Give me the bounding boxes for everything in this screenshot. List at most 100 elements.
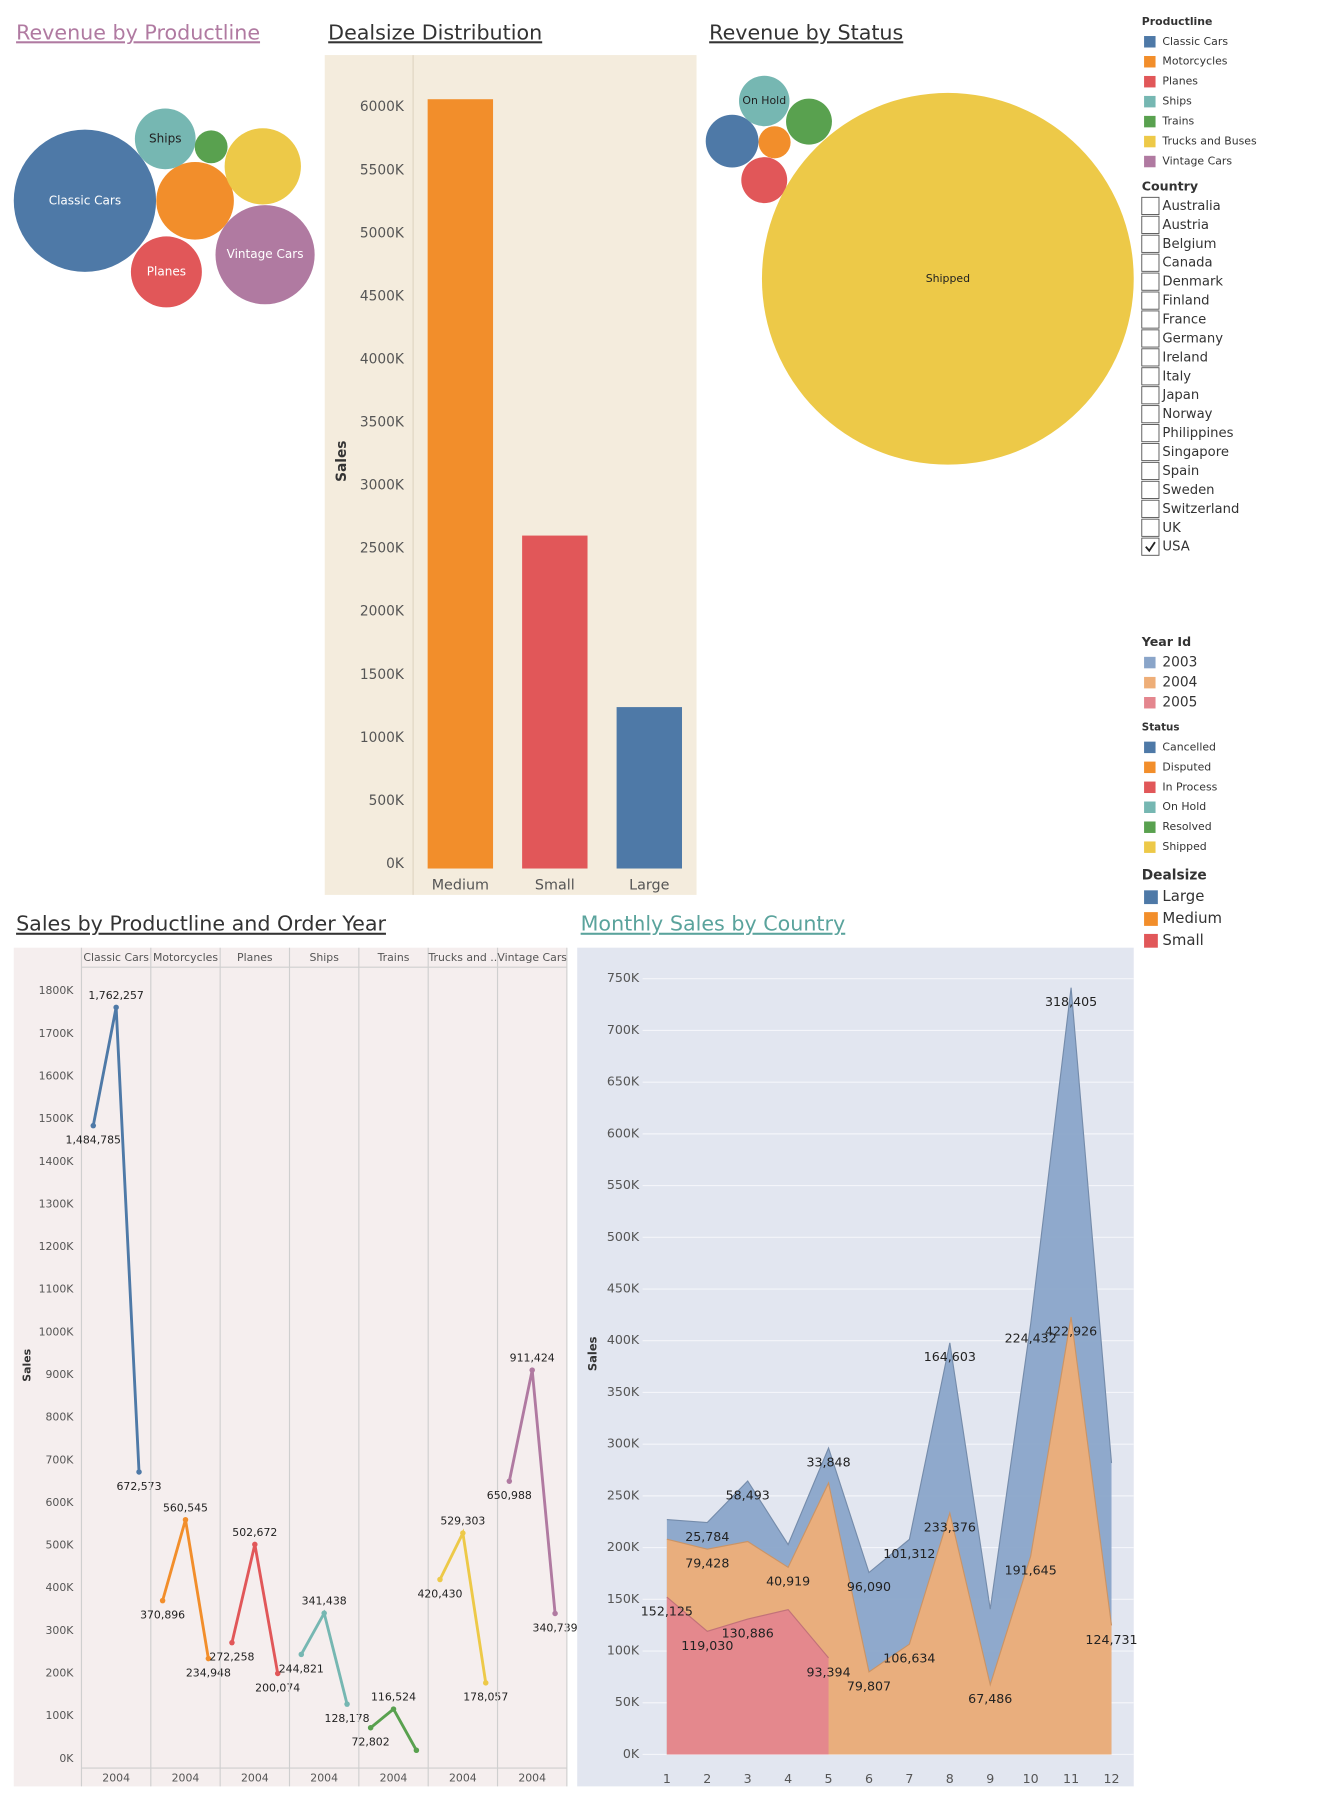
filter-label[interactable]: Ireland — [1162, 350, 1208, 365]
filter-checkbox[interactable] — [1141, 272, 1160, 291]
x-tick-label: 12 — [1103, 1771, 1119, 1786]
legend-swatch — [1144, 841, 1156, 853]
x-tick-label: 2004 — [449, 1771, 477, 1784]
filter-checkbox[interactable] — [1141, 518, 1160, 537]
filter-label[interactable]: USA — [1162, 540, 1189, 555]
filter-checkbox[interactable] — [1141, 234, 1160, 253]
data-label: 911,424 — [510, 1352, 555, 1365]
filter-checkbox[interactable] — [1141, 196, 1160, 216]
y-tick-label: 700K — [46, 1453, 75, 1466]
y-tick-label: 200K — [607, 1539, 640, 1554]
y-tick-label: 1500K — [360, 667, 405, 683]
filter-checkbox[interactable] — [1141, 405, 1160, 424]
filter-label[interactable]: Canada — [1162, 256, 1212, 271]
filter-label[interactable]: Italy — [1162, 369, 1191, 384]
filter-checkbox[interactable] — [1141, 424, 1160, 443]
legend-label: Disputed — [1162, 760, 1211, 773]
x-tick-label: Small — [535, 878, 575, 894]
y-tick-label: 400K — [607, 1332, 640, 1347]
filter-label[interactable]: Singapore — [1162, 445, 1229, 460]
data-label: 58,493 — [726, 1487, 770, 1502]
filter-checkbox[interactable] — [1141, 537, 1160, 556]
filter-checkbox[interactable] — [1141, 442, 1160, 462]
x-tick-label: 5 — [825, 1771, 833, 1786]
data-label: 200,074 — [255, 1681, 300, 1694]
bubble-label: Planes — [147, 264, 186, 278]
legend-swatch — [1144, 761, 1156, 774]
data-label: 272,258 — [209, 1651, 254, 1664]
data-label: 164,603 — [924, 1349, 976, 1364]
y-tick-label: 3000K — [360, 478, 405, 494]
y-tick-label: 4500K — [360, 288, 405, 304]
y-axis-label: Sales — [21, 1349, 34, 1382]
filter-checkbox[interactable] — [1141, 386, 1160, 405]
filter-label[interactable]: Austria — [1162, 218, 1209, 233]
data-label: 101,312 — [883, 1546, 935, 1561]
filter-checkbox[interactable] — [1141, 329, 1160, 348]
filter-label[interactable]: Australia — [1162, 199, 1220, 214]
legend-label: Classic Cars — [1162, 35, 1228, 48]
area-edge — [666, 987, 1113, 1610]
x-tick-label: 8 — [946, 1771, 954, 1786]
data-label: 93,394 — [806, 1664, 850, 1679]
x-tick-label: 2 — [703, 1771, 711, 1786]
filter-label[interactable]: Spain — [1162, 464, 1199, 479]
data-label: 67,486 — [968, 1691, 1012, 1706]
chart-title: Monthly Sales by Country — [581, 912, 846, 936]
y-tick-label: 750K — [607, 970, 640, 985]
filter-label[interactable]: Germany — [1162, 331, 1223, 346]
legend-swatch — [1144, 656, 1156, 669]
data-label: 234,948 — [186, 1667, 231, 1680]
filter-label[interactable]: Sweden — [1162, 483, 1214, 498]
bar — [427, 99, 494, 869]
x-tick-label: Medium — [432, 878, 489, 894]
y-tick-label: 800K — [46, 1411, 75, 1424]
data-label: 116,524 — [371, 1691, 416, 1704]
filter-checkbox[interactable] — [1141, 348, 1160, 367]
filter-checkbox[interactable] — [1141, 310, 1160, 329]
filter-label[interactable]: Philippines — [1162, 426, 1233, 441]
legend-swatch — [1144, 801, 1156, 813]
filter-checkbox[interactable] — [1141, 461, 1160, 481]
filter-label[interactable]: Norway — [1162, 407, 1212, 422]
filter-checkbox[interactable] — [1141, 499, 1160, 518]
y-tick-label: 550K — [607, 1177, 640, 1192]
filter-checkbox[interactable] — [1141, 253, 1160, 272]
chart-title: Sales by Productline and Order Year — [16, 912, 386, 936]
y-tick-label: 50K — [615, 1694, 640, 1709]
y-tick-label: 400K — [46, 1581, 75, 1594]
bubble-label: Ships — [149, 131, 182, 145]
data-label: 341,438 — [302, 1595, 347, 1608]
data-label: 422,926 — [1045, 1323, 1097, 1338]
filter-label[interactable]: Denmark — [1162, 275, 1223, 290]
filter-label[interactable]: Finland — [1162, 294, 1209, 309]
filter-label[interactable]: UK — [1162, 521, 1181, 536]
y-tick-label: 200K — [46, 1666, 75, 1679]
filter-label[interactable]: Switzerland — [1162, 502, 1239, 517]
bar — [522, 535, 588, 869]
legend-title: Productline — [1142, 15, 1213, 28]
filter-checkbox[interactable] — [1141, 215, 1160, 234]
legend-swatch — [1144, 781, 1156, 794]
point — [506, 1478, 513, 1484]
area-fill — [666, 1597, 829, 1755]
y-tick-label: 0K — [623, 1746, 640, 1761]
filter-checkbox[interactable] — [1141, 367, 1160, 386]
filter-label[interactable]: Belgium — [1162, 237, 1216, 252]
y-tick-label: 1800K — [39, 984, 75, 997]
point — [90, 1122, 97, 1129]
filter-checkbox[interactable] — [1141, 291, 1160, 310]
y-tick-label: 450K — [607, 1281, 640, 1296]
data-label: 244,821 — [279, 1662, 324, 1675]
filter-checkbox[interactable] — [1141, 480, 1160, 499]
filter-label[interactable]: France — [1162, 313, 1206, 328]
point — [529, 1367, 535, 1373]
filter-label[interactable]: Japan — [1161, 388, 1199, 403]
panel-header: Ships — [309, 951, 339, 964]
x-tick-label: 2004 — [310, 1771, 338, 1784]
data-label: 650,988 — [487, 1489, 532, 1502]
x-tick-label: 6 — [865, 1771, 873, 1786]
bubble — [134, 108, 196, 170]
y-axis-label: Sales — [334, 441, 350, 482]
